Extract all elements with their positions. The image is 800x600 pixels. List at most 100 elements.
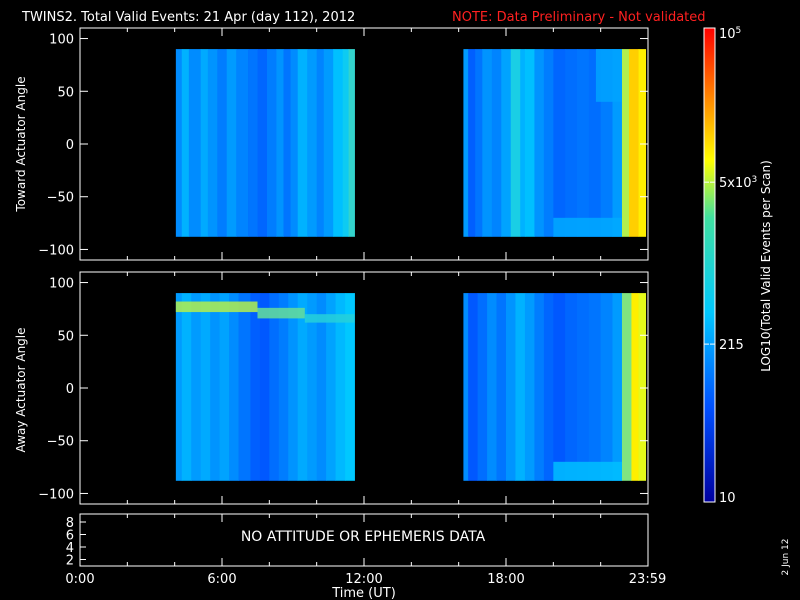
y-tick-label: 50 xyxy=(57,329,74,344)
heatmap-column xyxy=(259,293,270,481)
heatmap-feature xyxy=(553,461,622,481)
heatmap-cells-toward xyxy=(175,49,647,237)
heatmap-column xyxy=(506,293,516,481)
heatmap-column xyxy=(577,49,590,237)
heatmap-column xyxy=(600,293,613,481)
heatmap-column xyxy=(543,293,554,481)
y-ticks-toward: 100 50 0 −50 −100 xyxy=(38,33,648,258)
heatmap-column xyxy=(238,293,251,481)
status-y-tick-label: 8 xyxy=(66,516,74,531)
heatmap-column xyxy=(468,293,478,481)
colorbar-tick-label: 105 xyxy=(719,26,741,42)
heatmap-column xyxy=(621,293,632,481)
heatmap-column xyxy=(276,49,284,237)
heatmap-column xyxy=(487,293,497,481)
heatmap-column xyxy=(181,293,192,481)
heatmap-column xyxy=(631,293,639,481)
y-tick-label: 0 xyxy=(66,138,74,153)
heatmap-column xyxy=(477,293,488,481)
heatmap-column xyxy=(342,49,350,237)
heatmap-column xyxy=(236,49,249,237)
heatmap-column xyxy=(266,49,277,237)
heatmap-column xyxy=(181,49,190,237)
status-y-tick-label: 6 xyxy=(66,529,74,544)
heatmap-column xyxy=(543,49,554,237)
heatmap-column xyxy=(210,293,221,481)
heatmap-column xyxy=(468,49,476,237)
heatmap-column xyxy=(288,293,299,481)
heatmap-column xyxy=(629,49,639,237)
heatmap-column xyxy=(269,293,280,481)
heatmap-column xyxy=(534,49,545,237)
heatmap-column xyxy=(207,49,218,237)
heatmap-column xyxy=(553,293,566,481)
x-tick-label: 18:00 xyxy=(487,572,524,587)
heatmap-column xyxy=(297,49,308,237)
status-x-ticks xyxy=(79,514,649,566)
heatmap-feature xyxy=(175,301,258,313)
heatmap-column xyxy=(175,293,183,481)
heatmap-column xyxy=(219,293,230,481)
status-y-tick-label: 4 xyxy=(66,541,74,556)
heatmap-column xyxy=(588,293,602,481)
heatmap-cells-away xyxy=(175,293,647,481)
heatmap-column xyxy=(326,293,336,481)
date-stamp: 2 Jun 12 xyxy=(781,539,791,576)
heatmap-column xyxy=(290,49,299,237)
x-tick-label: 23:59 xyxy=(629,572,666,587)
heatmap-column xyxy=(226,49,237,237)
heatmap-feature xyxy=(304,314,355,323)
y-tick-label: 0 xyxy=(66,382,74,397)
heatmap-column xyxy=(553,49,566,237)
colorbar-tick-label: 10 xyxy=(719,491,736,506)
heatmap-column xyxy=(188,49,202,237)
x-ticks-away xyxy=(79,272,649,504)
y-axis-label-toward: Toward Actuator Angle xyxy=(14,76,28,212)
status-y-tick-label: 2 xyxy=(66,554,74,569)
colorbar-label: LOG10(Total Valid Events per Scan) xyxy=(759,160,773,372)
heatmap-column xyxy=(612,49,623,237)
heatmap-column xyxy=(248,49,258,237)
heatmap-column xyxy=(621,49,630,237)
heatmap-column xyxy=(515,293,526,481)
y-tick-label: 100 xyxy=(49,277,74,292)
heatmap-column xyxy=(348,49,355,237)
heatmap-column xyxy=(463,49,469,237)
heatmap-panel-toward: 100 50 0 −50 −100 Toward Actuator Angle xyxy=(14,27,649,261)
heatmap-column xyxy=(250,293,261,481)
heatmap-column xyxy=(496,293,507,481)
heatmap-column xyxy=(278,293,289,481)
heatmap-feature xyxy=(553,217,622,237)
heatmap-column xyxy=(612,293,623,481)
validation-note: NOTE: Data Preliminary - Not validated xyxy=(452,10,706,25)
colorbar-tick-label: 215 xyxy=(719,338,744,353)
heatmap-column xyxy=(217,49,228,237)
heatmap-column xyxy=(463,293,469,481)
heatmap-column xyxy=(283,49,292,237)
heatmap-panel-away: 100 50 0 −50 −100 Away Actuator Angle xyxy=(14,271,649,505)
heatmap-column xyxy=(323,49,334,237)
heatmap-column xyxy=(520,49,526,237)
heatmap-column xyxy=(307,49,318,237)
heatmap-column xyxy=(200,293,211,481)
heatmap-column xyxy=(565,293,578,481)
x-tick-label: 12:00 xyxy=(345,572,382,587)
heatmap-column xyxy=(229,293,239,481)
y-tick-label: 50 xyxy=(57,85,74,100)
heatmap-column xyxy=(257,49,268,237)
y-ticks-away: 100 50 0 −50 −100 xyxy=(38,277,648,502)
heatmap-column xyxy=(316,293,327,481)
heatmap-column xyxy=(565,49,578,237)
x-tick-labels: 0:00 6:00 12:00 18:00 23:59 xyxy=(65,572,666,587)
heatmap-column xyxy=(335,293,346,481)
y-tick-label: 100 xyxy=(49,33,74,48)
no-data-message: NO ATTITUDE OR EPHEMERIS DATA xyxy=(241,529,486,545)
heatmap-feature xyxy=(257,307,305,319)
x-ticks-toward xyxy=(79,28,649,260)
heatmap-column xyxy=(316,49,325,237)
heatmap-column xyxy=(638,49,647,237)
heatmap-column xyxy=(524,293,535,481)
x-tick-label: 0:00 xyxy=(65,572,94,587)
